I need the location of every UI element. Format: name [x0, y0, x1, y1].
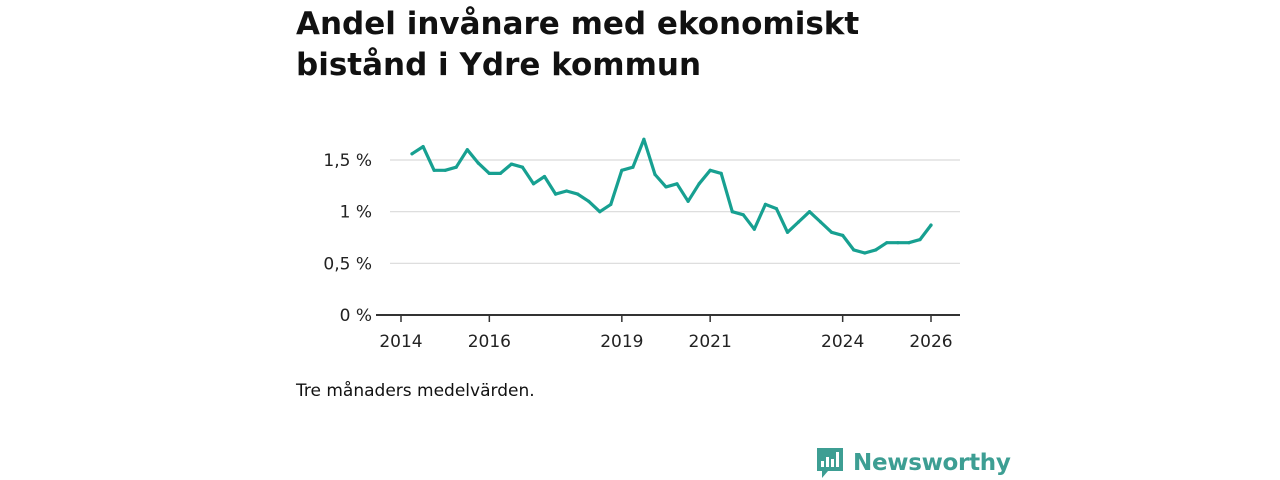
- data-point: [752, 227, 756, 231]
- data-point: [774, 207, 779, 211]
- data-point: [631, 165, 635, 169]
- y-tick-label: 0,5 %: [323, 254, 372, 274]
- x-tick-label: 2024: [821, 332, 864, 352]
- data-point: [421, 145, 425, 149]
- x-tick-label: 2026: [909, 332, 952, 352]
- x-tick-label: 2019: [600, 332, 643, 352]
- y-tick-label: 1,5 %: [323, 151, 372, 171]
- data-point: [807, 210, 812, 214]
- data-point: [907, 241, 911, 245]
- data-point: [896, 241, 900, 245]
- data-point: [741, 213, 745, 217]
- y-tick-label: 0 %: [340, 306, 372, 326]
- series-line: [410, 137, 933, 255]
- data-point: [830, 230, 834, 234]
- data-point: [785, 230, 790, 234]
- data-point: [675, 182, 679, 186]
- data-point: [443, 168, 447, 172]
- data-point: [520, 165, 525, 169]
- newsworthy-bars-icon: [817, 448, 843, 478]
- data-point: [852, 248, 856, 252]
- data-point: [498, 171, 502, 175]
- data-point: [841, 233, 845, 237]
- data-point: [554, 192, 558, 196]
- data-point: [565, 189, 569, 193]
- data-point: [454, 165, 458, 169]
- x-tick-label: 2021: [689, 332, 732, 352]
- data-point: [686, 199, 690, 203]
- data-point: [598, 210, 602, 214]
- data-point: [587, 199, 591, 203]
- chart-title: Andel invånare med ekonomiskt bistånd i …: [296, 6, 860, 83]
- data-point: [531, 182, 536, 186]
- data-point: [819, 220, 823, 224]
- data-point: [796, 220, 801, 224]
- brand-name: Newsworthy: [853, 450, 1011, 476]
- x-tick-label: 2014: [379, 332, 422, 352]
- data-point: [410, 152, 414, 156]
- data-point: [465, 148, 469, 152]
- data-point: [918, 238, 922, 242]
- data-point: [576, 192, 580, 196]
- data-point: [664, 185, 668, 189]
- chart-caption: Tre månaders medelvärden.: [296, 381, 535, 401]
- data-point: [653, 172, 657, 177]
- data-point: [487, 171, 491, 175]
- data-point: [874, 248, 878, 252]
- data-point: [863, 251, 867, 255]
- data-point: [708, 168, 712, 172]
- x-tick-label: 2016: [468, 332, 511, 352]
- data-point: [642, 137, 646, 141]
- data-point: [432, 168, 436, 172]
- series: [410, 137, 933, 255]
- data-point: [730, 210, 734, 214]
- gridlines: [390, 159, 960, 264]
- data-point: [763, 202, 768, 206]
- axes: 0 % 0,5 % 1 % 1,5 % 2014 2016 2019 2021 2024 2026: [323, 151, 960, 352]
- data-point: [929, 223, 933, 227]
- data-point: [542, 174, 547, 179]
- data-point: [620, 168, 624, 172]
- data-point: [885, 241, 889, 245]
- data-point: [697, 182, 701, 186]
- y-tick-label: 1 %: [340, 203, 372, 223]
- data-point: [509, 162, 513, 166]
- data-point: [476, 161, 480, 165]
- data-point: [609, 202, 613, 206]
- newsworthy-logo[interactable]: Newsworthy: [815, 446, 1011, 480]
- data-point: [719, 171, 723, 175]
